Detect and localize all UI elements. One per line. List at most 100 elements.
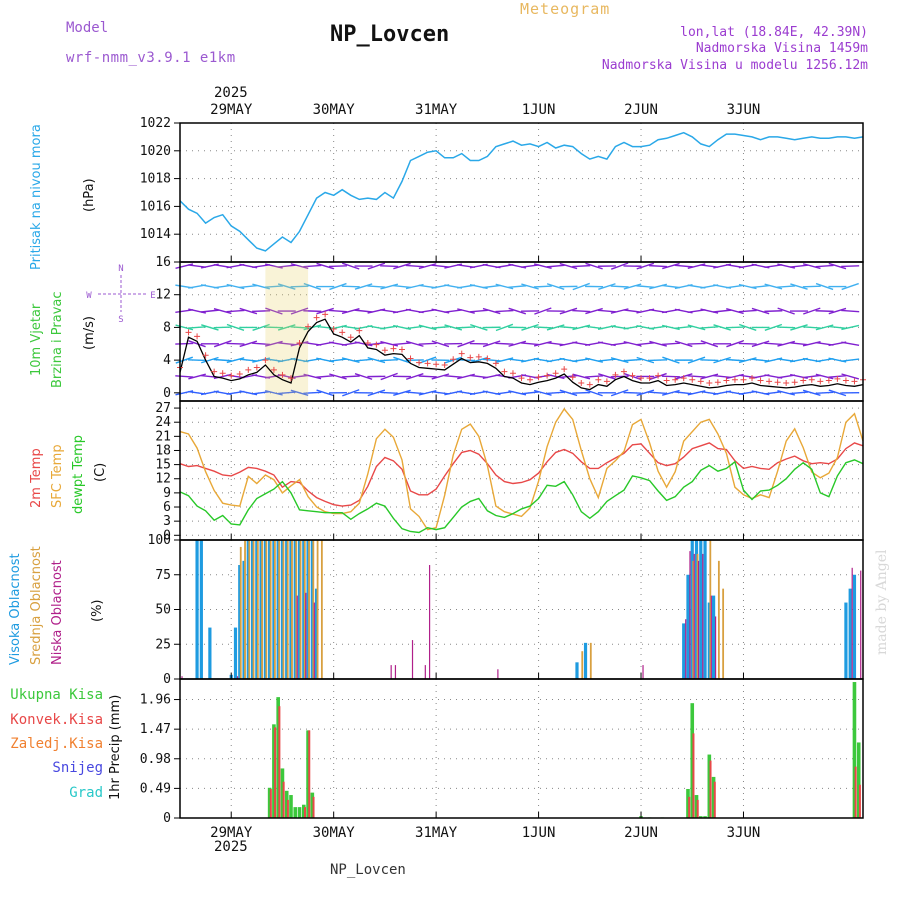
wind-barb [790, 324, 808, 331]
wind-barb [367, 285, 386, 288]
temp-ytick-label: 18 [155, 443, 171, 458]
precip-total-bar [289, 795, 293, 818]
wind-gust-mark [714, 379, 721, 386]
cloud-high-bar [583, 642, 588, 679]
cloud-mid-bar [291, 540, 293, 679]
precip-conv-bar [692, 733, 695, 818]
top-day-label: 29MAY [210, 102, 253, 118]
temp-ytick-label: 6 [163, 500, 171, 515]
footer-station: NP_Lovcen [330, 862, 406, 878]
precip-frame [179, 678, 864, 819]
wind-barb [393, 356, 411, 364]
compass-n: N [118, 264, 123, 274]
wind-barb [777, 326, 796, 329]
wind-barb [726, 308, 744, 315]
wind-barb [213, 308, 232, 315]
wind-barb [239, 307, 258, 315]
wind-barb [687, 324, 706, 331]
wind-barb [649, 264, 668, 268]
cloud-mid-bar [692, 560, 695, 679]
wind-barb [418, 342, 437, 345]
precip-conv-bar [696, 799, 699, 818]
wind-barb [597, 309, 616, 313]
wind-barb [546, 264, 565, 268]
wind-barb [482, 358, 501, 362]
wind-barb [725, 326, 744, 329]
wind-barb [533, 263, 552, 269]
wind-gust-mark [595, 376, 602, 383]
wind-gust-mark [766, 378, 773, 385]
wind-barb [431, 325, 450, 329]
wind-gust-mark [552, 370, 559, 377]
wind-barb [598, 373, 616, 380]
wind-barb [277, 283, 296, 290]
wind-barb [687, 309, 706, 314]
wind-gust-mark [680, 375, 687, 382]
wind-barb [226, 357, 245, 364]
pressure-ytick-label: 1022 [140, 116, 171, 131]
precip-conv-bar [688, 796, 691, 818]
cloud-ytick-label: 75 [155, 568, 171, 583]
cloud-high-bar [263, 540, 267, 679]
wind-barb [290, 263, 309, 270]
wind-barb [585, 325, 604, 330]
bottom-day-label: 29MAY [210, 825, 253, 841]
wind-barb [188, 373, 206, 380]
wind-gust-mark [706, 380, 713, 387]
cloud-high-bar [285, 540, 289, 679]
wind-gust-mark [475, 353, 482, 360]
wind-barb [713, 374, 732, 379]
wind-gust-mark [655, 372, 662, 379]
bottom-day-label: 3JUN [727, 825, 761, 841]
wind-barb [316, 374, 335, 378]
cloud-low-bar [305, 592, 307, 679]
wind-barb [277, 391, 296, 395]
wind-barb [175, 375, 194, 378]
wind-barb [841, 282, 859, 291]
wind-barb [521, 342, 540, 346]
cloud-low-bar [424, 665, 426, 679]
wind-barb [636, 356, 655, 364]
precip-total-bar [690, 703, 695, 818]
pressure-line [179, 131, 864, 252]
wind-barb [316, 307, 334, 315]
wind-gust-mark [441, 362, 448, 369]
precip-legend-conv: Konvek.Kisa [10, 712, 103, 728]
wind-gust-mark [544, 372, 551, 379]
wind-gust-mark [322, 311, 329, 318]
cloud-high-bar [310, 540, 314, 679]
pressure-frame [179, 122, 864, 263]
cloud-high-bar [293, 540, 297, 679]
wind-gust-mark [800, 377, 807, 384]
wind-barb [726, 340, 744, 348]
wind-barb [521, 283, 539, 290]
cloud-high-bar [276, 540, 280, 679]
wind-barb [521, 391, 540, 395]
precip-total-bar [301, 804, 306, 818]
wind-barb [546, 324, 565, 331]
cloud-high-bar [686, 574, 690, 679]
cloud-low-bar [394, 665, 397, 679]
wind-barb [213, 358, 232, 362]
wind-barb [303, 310, 322, 313]
wind-barb [405, 325, 424, 330]
temp-ytick-label: 9 [163, 486, 171, 501]
top-day-label: 2JUN [624, 102, 658, 118]
cloud-high-bar [848, 588, 852, 679]
wind-gust-mark [305, 323, 312, 330]
pressure-ytick-label: 1018 [140, 172, 171, 187]
wind-gust-mark [740, 376, 747, 383]
wind-gust-mark [578, 380, 585, 387]
wind-ytick-label: 8 [163, 320, 171, 335]
wind-barb [802, 285, 821, 288]
wind-barb [802, 374, 821, 379]
wind-gust-mark [535, 374, 542, 381]
wind-barb [290, 307, 309, 315]
wind-barb [405, 340, 424, 347]
wind-gust-mark [450, 356, 457, 363]
precip-ytick-label: 0 [163, 811, 171, 826]
wind-barb [674, 264, 693, 268]
cloud-mid-bar [244, 540, 246, 679]
wind-barb [572, 282, 590, 291]
cloud-low-bar [411, 640, 414, 679]
